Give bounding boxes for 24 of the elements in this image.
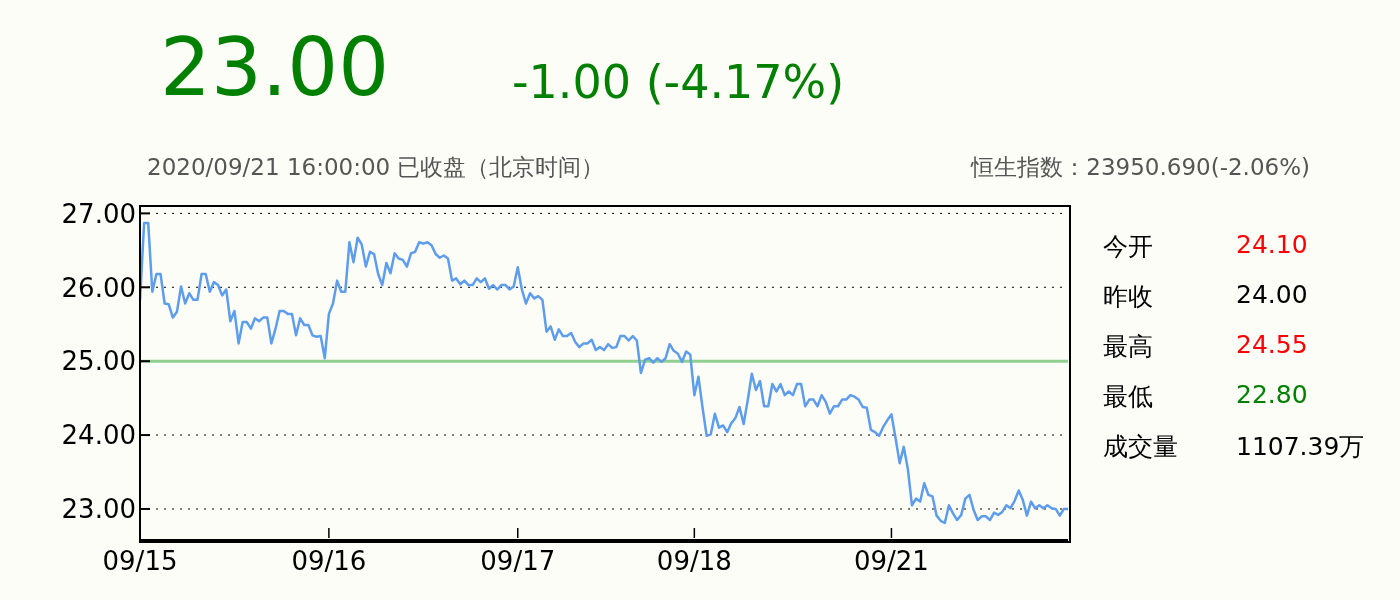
y-tick-label: 23.00: [61, 494, 136, 525]
text: 24.10: [1236, 230, 1308, 259]
y-tick-label: 25.00: [61, 346, 136, 377]
x-tick-label: 09/16: [291, 546, 367, 576]
chart-subtitle: -1.00 (-4.17%): [512, 54, 845, 111]
x-tick-label: 09/15: [102, 546, 178, 576]
text: 1107.39万: [1236, 431, 1365, 463]
x-tick-label: 09/18: [656, 546, 732, 576]
y-tick-label: 24.00: [61, 420, 136, 451]
chart-title: 23.00: [160, 21, 390, 114]
y-tick-label: 27.00: [61, 198, 136, 229]
text: 24.55: [1236, 330, 1308, 359]
text: 2020/09/21 16:00:00 已收盘（北京时间）: [147, 153, 605, 182]
text: 24.00: [1236, 280, 1308, 309]
y-tick-label: 26.00: [61, 272, 136, 303]
x-tick-label: 09/17: [480, 546, 556, 576]
text: 最低: [1103, 381, 1153, 413]
text: 最高: [1103, 331, 1153, 363]
text: 昨收: [1103, 281, 1153, 313]
text: 22.80: [1236, 380, 1308, 409]
x-tick-label: 09/21: [853, 546, 929, 576]
text: 今开: [1103, 231, 1153, 263]
text: 恒生指数：23950.690(-2.06%): [971, 153, 1310, 182]
text: 成交量: [1103, 431, 1178, 463]
